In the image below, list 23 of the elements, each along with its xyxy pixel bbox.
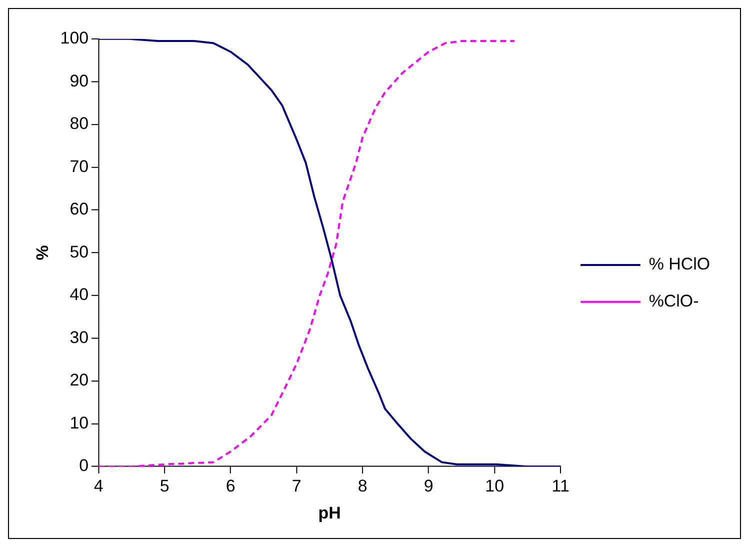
- y-axis-title: %: [32, 245, 52, 260]
- legend-label: %ClO-: [648, 292, 699, 311]
- y-tick-label: 80: [70, 114, 89, 134]
- x-tick-label: 7: [292, 476, 302, 496]
- x-tick-label: 8: [358, 476, 368, 496]
- y-tick-label: 20: [70, 370, 89, 390]
- y-tick-label: 60: [70, 200, 89, 219]
- y-tick-label: 50: [70, 242, 89, 262]
- y-tick-label: 100: [60, 28, 89, 48]
- y-tick-label: 70: [70, 156, 89, 176]
- x-tick-label: 10: [485, 476, 504, 496]
- y-tick-label: 40: [70, 285, 89, 304]
- y-tick-label: 10: [70, 413, 89, 432]
- x-tick-label: 9: [424, 476, 434, 496]
- y-tick-label: 0: [79, 456, 89, 476]
- x-tick-label: 11: [552, 476, 570, 496]
- x-tick-label: 6: [226, 476, 236, 496]
- x-axis-title: pH: [318, 504, 341, 523]
- x-tick-label: 4: [94, 476, 104, 496]
- y-tick-label: 90: [70, 71, 89, 90]
- y-tick-label: 30: [70, 328, 89, 347]
- x-tick-label: 5: [160, 476, 170, 496]
- legend-label: % HClO: [648, 254, 710, 274]
